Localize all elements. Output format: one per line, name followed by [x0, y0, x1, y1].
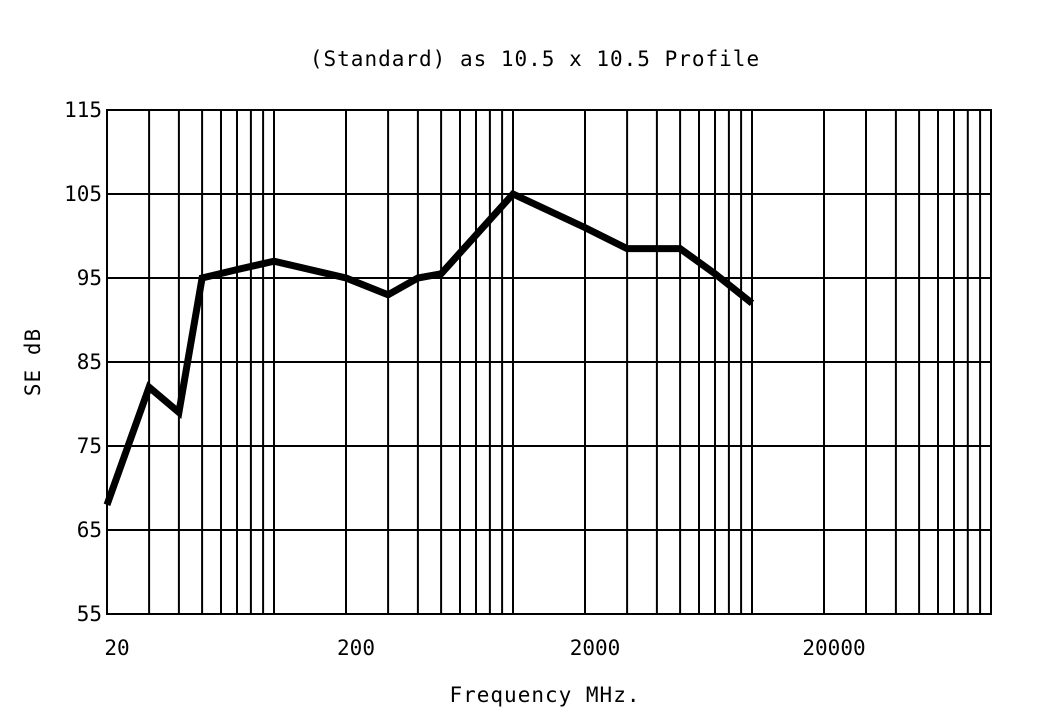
x-tick-label: 2000 — [570, 636, 621, 660]
series-layer — [103, 189, 755, 506]
series-line — [103, 189, 755, 506]
x-tick-label: 200 — [337, 636, 375, 660]
y-tick-label: 55 — [77, 602, 102, 626]
y-tick-label: 75 — [77, 434, 102, 458]
y-tick-labels: 55 65 75 85 95 105 115 — [64, 98, 102, 626]
y-axis-title: SE dB — [21, 328, 45, 396]
x-tick-label: 20000 — [802, 636, 865, 660]
plot-grid — [106, 109, 992, 615]
x-axis-title: Frequency MHz. — [449, 683, 640, 707]
y-tick-label: 95 — [77, 266, 102, 290]
x-tick-label: 20 — [104, 636, 129, 660]
plot-frame — [106, 109, 992, 615]
y-tick-label: 65 — [77, 518, 102, 542]
y-tick-label: 115 — [64, 98, 102, 122]
chart-title: (Standard) as 10.5 x 10.5 Profile — [310, 47, 760, 71]
y-tick-label: 105 — [64, 182, 102, 206]
y-tick-label: 85 — [77, 350, 102, 374]
x-tick-labels: 20 200 2000 20000 — [104, 636, 865, 660]
